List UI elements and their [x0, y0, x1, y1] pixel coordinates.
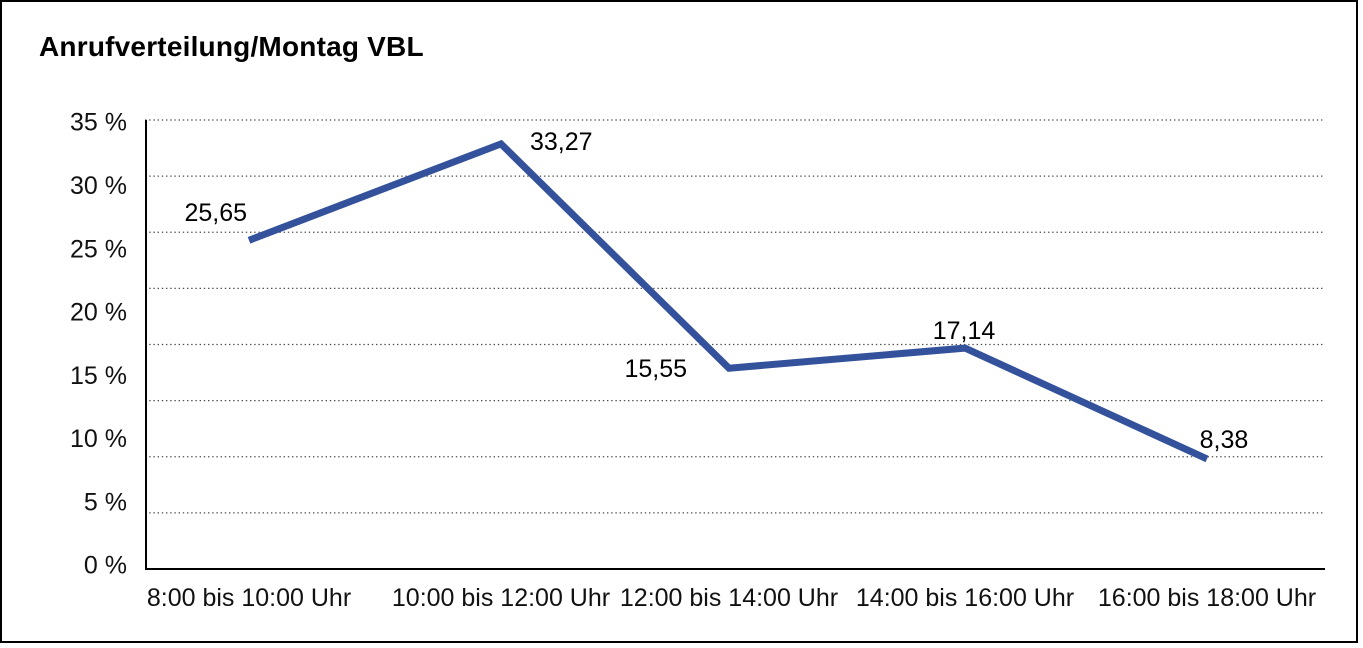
x-axis-category-label: 16:00 bis 18:00 Uhr: [1098, 584, 1316, 612]
data-point-label: 15,55: [624, 355, 687, 383]
x-axis-category-label: 10:00 bis 12:00 Uhr: [392, 584, 610, 612]
y-axis-tick-label: 15 %: [70, 362, 127, 390]
x-axis-category-label: 14:00 bis 16:00 Uhr: [856, 584, 1074, 612]
y-axis-tick-label: 35 %: [70, 109, 127, 137]
x-axis-category-label: 8:00 bis 10:00 Uhr: [147, 584, 351, 612]
y-axis-tick-label: 5 %: [84, 488, 127, 516]
data-point-label: 8,38: [1200, 426, 1249, 454]
y-axis-tick-label: 25 %: [70, 235, 127, 263]
data-line: [247, 139, 1209, 463]
x-axis-category-label: 12:00 bis 14:00 Uhr: [620, 584, 838, 612]
data-point-label: 17,14: [933, 317, 996, 345]
y-axis-tick-label: 20 %: [70, 299, 127, 327]
y-axis-tick-label: 10 %: [70, 425, 127, 453]
y-axis-tick-label: 0 %: [84, 552, 127, 580]
chart-title: Anrufverteilung/Montag VBL: [39, 31, 424, 62]
data-point-label: 25,65: [184, 199, 247, 227]
data-point-label: 33,27: [530, 128, 593, 156]
y-axis-tick-label: 30 %: [70, 172, 127, 200]
